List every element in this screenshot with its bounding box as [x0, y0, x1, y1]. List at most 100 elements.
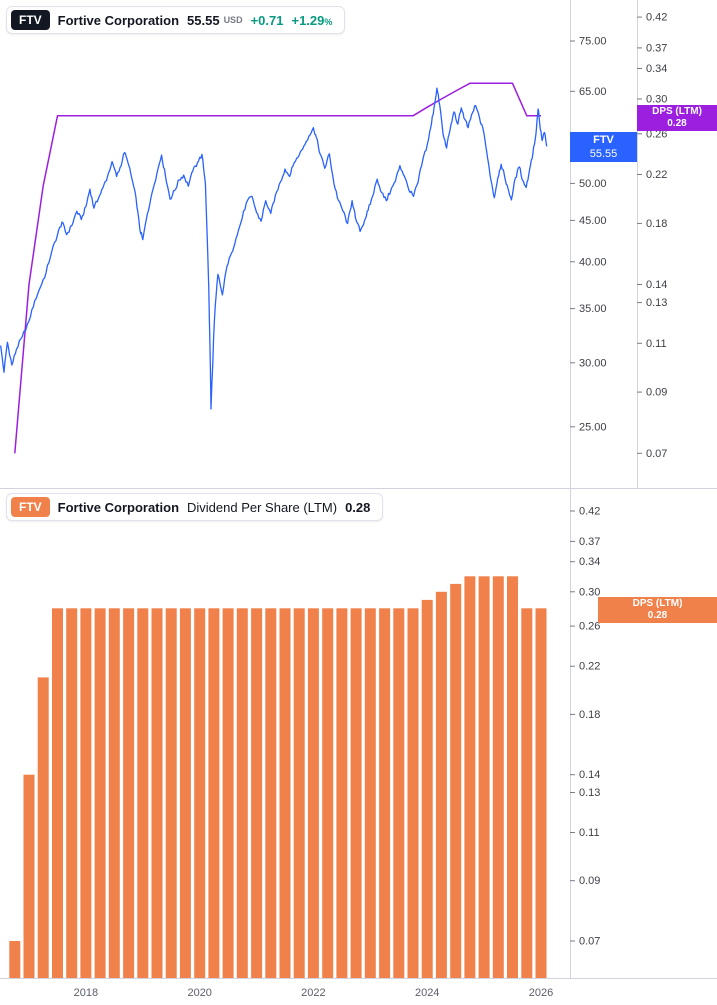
axis-tick-label: 0.22: [579, 661, 600, 673]
axis-tick-label: 0.26: [579, 621, 600, 633]
axis-tick-label: 65.00: [579, 86, 607, 98]
currency-label: USD: [223, 15, 243, 25]
dps-axis-badge-bottom[interactable]: DPS (LTM) 0.28: [598, 597, 717, 623]
dividend-bar[interactable]: [379, 608, 391, 978]
dps-axis-bottom[interactable]: 0.42 0.37 0.34 0.30 0.26 0.22 0.18 0.14 0.13 0.11…: [570, 506, 600, 948]
axis-lines: [0, 0, 717, 979]
dps-ltm-line[interactable]: [14, 82, 541, 454]
dividend-bar[interactable]: [194, 608, 206, 978]
dividend-bar[interactable]: [307, 608, 319, 978]
dividend-bar[interactable]: [66, 608, 78, 978]
dividend-bars[interactable]: [9, 576, 547, 978]
price-line[interactable]: [0, 87, 548, 410]
axis-tick-label: 0.30: [646, 94, 667, 106]
dividend-bar[interactable]: [507, 576, 518, 978]
axis-tick-label: 0.07: [646, 448, 667, 460]
dps-axis-badge-top[interactable]: DPS (LTM) 0.28: [637, 105, 717, 131]
price-axis[interactable]: 75.00 65.00 50.00 45.00 40.00 35.00 30.00 25.00: [570, 36, 607, 434]
axis-tick-label: 0.26: [646, 128, 667, 140]
dividend-bar[interactable]: [251, 608, 263, 978]
dividend-bar[interactable]: [435, 591, 447, 978]
dividend-bar[interactable]: [421, 599, 433, 978]
dividend-bar[interactable]: [293, 608, 305, 978]
dividend-bar[interactable]: [123, 608, 135, 978]
dividend-bar[interactable]: [265, 608, 277, 978]
dividend-bar[interactable]: [94, 608, 106, 978]
dividend-bar[interactable]: [9, 941, 21, 978]
dividend-bar[interactable]: [37, 677, 49, 978]
axis-tick-label: 40.00: [579, 256, 607, 268]
axis-tick-label: 0.09: [579, 875, 600, 887]
axis-tick-label: 0.34: [579, 556, 600, 568]
axis-tick-label: 0.14: [646, 279, 667, 291]
axis-tick-label: 35.00: [579, 303, 607, 315]
price-axis-badge[interactable]: FTV 55.55: [570, 132, 637, 162]
company-name: Fortive Corporation: [57, 12, 180, 28]
dividend-bar[interactable]: [165, 608, 177, 978]
axis-tick-label: 0.18: [646, 218, 667, 230]
price-badge-value: 55.55: [589, 148, 618, 160]
symbol-chip[interactable]: FTV: [11, 497, 50, 517]
dividend-bar[interactable]: [222, 608, 234, 978]
axis-tick-label: 0.09: [646, 387, 667, 399]
price-change-percent-value: +1.29: [291, 12, 325, 28]
time-tick-label: 2024: [415, 987, 439, 999]
dividend-bar[interactable]: [336, 608, 348, 978]
company-name: Fortive Corporation: [57, 499, 180, 515]
dps-badge-value: 0.28: [667, 118, 687, 129]
axis-tick-label: 25.00: [579, 421, 607, 433]
axis-tick-label: 0.34: [646, 63, 667, 75]
axis-tick-label: 0.37: [579, 536, 600, 548]
price-change-percent: +1.29%: [291, 13, 332, 28]
dividend-bar[interactable]: [322, 608, 334, 978]
dividend-bar[interactable]: [137, 608, 149, 978]
bottom-chart-legend[interactable]: FTV Fortive Corporation Dividend Per Sha…: [6, 493, 384, 521]
top-chart-legend[interactable]: FTV Fortive Corporation 55.55 USD +0.71 …: [6, 6, 346, 34]
dps-badge-value: 0.28: [647, 610, 668, 621]
dividend-bar[interactable]: [364, 608, 376, 978]
dividend-bar[interactable]: [23, 774, 35, 978]
dps-axis-top[interactable]: 0.42 0.37 0.34 0.30 0.26 0.22 0.18 0.14 0.13 0.11…: [637, 12, 667, 460]
dividend-bar[interactable]: [535, 608, 547, 978]
last-price: 55.55: [187, 12, 220, 28]
dividend-bar[interactable]: [450, 583, 462, 978]
axis-tick-label: 50.00: [579, 178, 607, 190]
dividend-bar[interactable]: [407, 608, 419, 978]
metric-value: 0.28: [345, 499, 371, 515]
dividend-bar[interactable]: [350, 608, 362, 978]
metric-name: Dividend Per Share (LTM): [187, 499, 338, 515]
axis-tick-label: 0.11: [579, 827, 600, 839]
dividend-bar[interactable]: [279, 608, 291, 978]
price-badge-symbol: FTV: [593, 134, 614, 146]
dividend-bar[interactable]: [208, 608, 220, 978]
time-tick-label: 2022: [301, 987, 325, 999]
symbol-chip[interactable]: FTV: [11, 10, 50, 30]
time-axis[interactable]: 2018 2020 2022 2024 2026: [74, 987, 554, 999]
percent-sign: %: [324, 16, 333, 27]
dividend-bar[interactable]: [521, 608, 533, 978]
axis-tick-label: 0.42: [579, 506, 600, 518]
axis-tick-label: 0.13: [646, 297, 667, 309]
axis-tick-label: 45.00: [579, 215, 607, 227]
dividend-bar[interactable]: [151, 608, 163, 978]
dividend-bar[interactable]: [80, 608, 92, 978]
axis-tick-label: 0.14: [579, 769, 600, 781]
axis-tick-label: 0.22: [646, 169, 667, 181]
dividend-bar[interactable]: [108, 608, 120, 978]
axis-tick-label: 30.00: [579, 357, 607, 369]
dividend-bar[interactable]: [464, 576, 476, 978]
axis-tick-label: 0.37: [646, 42, 667, 54]
axis-tick-label: 0.13: [579, 787, 600, 799]
dividend-bar[interactable]: [52, 608, 63, 978]
dividend-bar[interactable]: [236, 608, 248, 978]
dps-badge-label: DPS (LTM): [652, 106, 702, 117]
axis-tick-label: 0.18: [579, 709, 600, 721]
dividend-bar[interactable]: [492, 576, 504, 978]
axis-tick-label: 0.42: [646, 12, 667, 24]
dividend-bar[interactable]: [478, 576, 490, 978]
axis-tick-label: 0.07: [579, 936, 600, 948]
dividend-bar[interactable]: [179, 608, 191, 978]
dividend-bar[interactable]: [393, 608, 405, 978]
